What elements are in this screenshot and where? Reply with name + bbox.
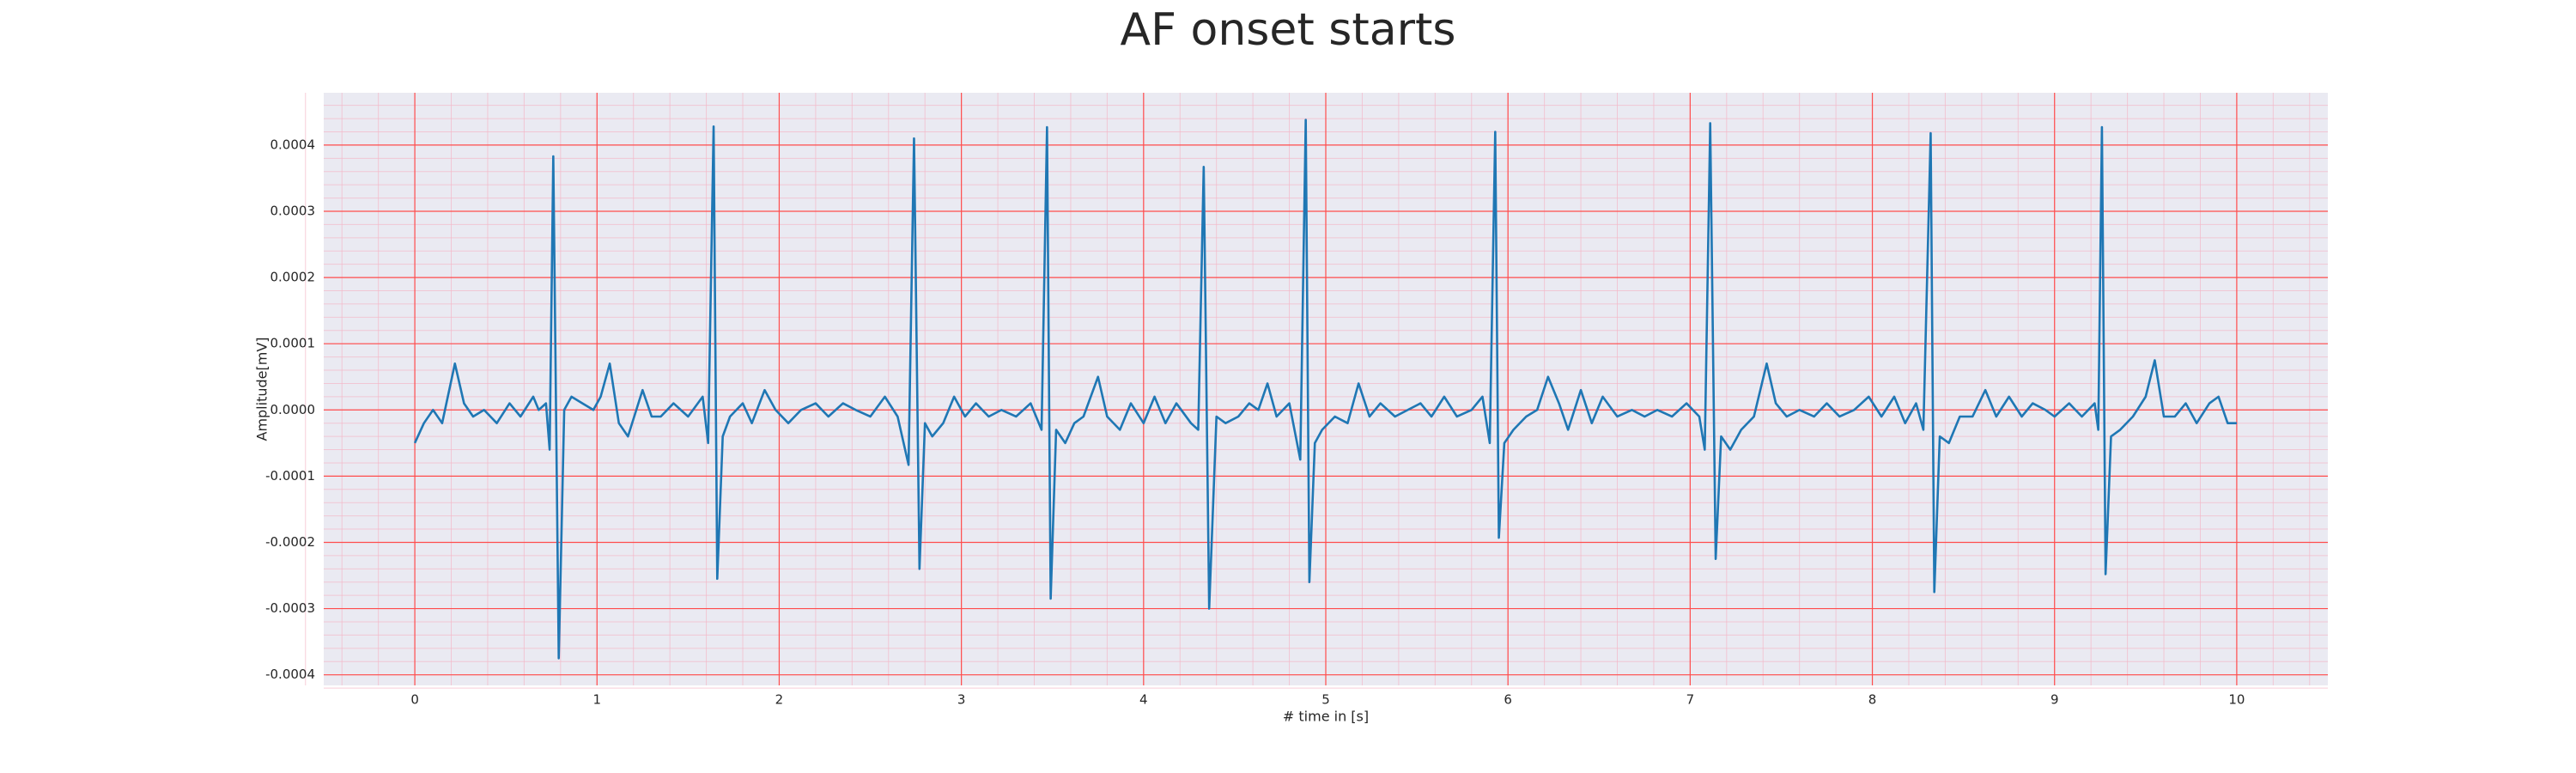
- y-tick-label: -0.0003: [265, 600, 315, 616]
- y-tick-label: 0.0004: [270, 137, 316, 152]
- y-tick-label: -0.0004: [265, 666, 315, 682]
- x-tick-label: 8: [1868, 692, 1877, 708]
- x-tick-label: 4: [1139, 692, 1148, 708]
- ecg-line: [413, 119, 2237, 660]
- x-tick-label: 7: [1686, 692, 1695, 708]
- x-tick-label: 0: [410, 692, 419, 708]
- y-tick-label: -0.0002: [265, 534, 315, 550]
- x-tick-label: 1: [592, 692, 601, 708]
- y-axis-label: Amplitude[mV]: [254, 337, 270, 441]
- x-tick-label: 2: [775, 692, 784, 708]
- y-tick-label: -0.0001: [265, 468, 315, 484]
- y-tick-label: 0.0003: [270, 204, 316, 219]
- x-tick-label: 9: [2050, 692, 2059, 708]
- x-tick-label: 10: [2228, 692, 2245, 708]
- chart-title: AF onset starts: [1121, 4, 1456, 56]
- y-tick-label: 0.0001: [270, 336, 316, 351]
- x-axis-label: # time in [s]: [1283, 709, 1369, 725]
- x-tick-label: 6: [1504, 692, 1512, 708]
- x-tick-label: 3: [957, 692, 966, 708]
- y-tick-label: 0.0002: [270, 270, 316, 285]
- y-tick-label: 0.0000: [270, 402, 316, 417]
- x-tick-label: 5: [1321, 692, 1330, 708]
